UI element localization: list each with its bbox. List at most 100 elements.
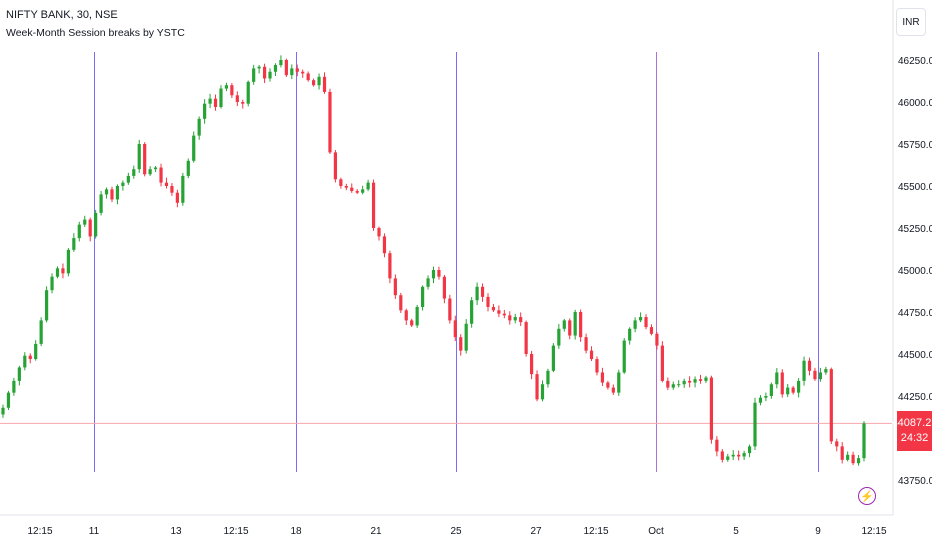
- candle-body: [344, 186, 348, 188]
- candle-body: [322, 76, 327, 92]
- time-tick-label: 12:15: [27, 526, 52, 537]
- candle-body: [491, 306, 496, 311]
- candle-body: [862, 423, 866, 459]
- candle-body: [818, 372, 823, 380]
- candle-body: [393, 278, 397, 296]
- candle-body: [644, 317, 648, 328]
- candle-body: [333, 152, 338, 180]
- price-tick-label: 43750.00: [898, 476, 932, 487]
- candle-body: [159, 167, 163, 183]
- candle-body: [791, 387, 795, 393]
- candle-body: [540, 384, 545, 400]
- candle-body: [404, 310, 408, 321]
- candle-body: [775, 372, 779, 385]
- candle-body: [121, 182, 125, 186]
- candle-body: [698, 379, 703, 381]
- candle-body: [262, 66, 267, 79]
- candle-body: [595, 359, 599, 373]
- candle-body: [192, 135, 196, 161]
- candle-body: [529, 354, 534, 375]
- candle-body: [840, 446, 844, 460]
- candle-body: [382, 236, 387, 254]
- candle-body: [753, 402, 757, 447]
- candle-body: [12, 380, 16, 393]
- candle-body: [835, 441, 839, 447]
- candle-body: [377, 228, 381, 237]
- candle-body: [731, 454, 735, 457]
- candle-body: [83, 219, 87, 225]
- time-tick-label: 21: [370, 526, 382, 537]
- candle-body: [600, 372, 605, 383]
- last-price-value: 44087.25: [891, 417, 932, 429]
- price-tick-label: 45750.00: [898, 140, 932, 151]
- candle-body: [464, 323, 468, 351]
- candle-body: [208, 98, 212, 104]
- candle-body: [758, 397, 763, 403]
- candle-body: [508, 315, 512, 321]
- candle-body: [339, 179, 343, 186]
- currency-button[interactable]: INR: [896, 8, 926, 36]
- candle-body: [709, 377, 714, 440]
- candle-body: [132, 169, 136, 176]
- price-tick-label: 44250.00: [898, 392, 932, 403]
- candle-body: [388, 253, 392, 279]
- candle-body: [306, 73, 310, 81]
- time-scale[interactable]: 12:15 11 13 12:15 18 21 25 27 12:15 Oct 5 9 12:15: [27, 526, 886, 537]
- price-tick-label: 46000.00: [898, 98, 932, 109]
- candle-body: [99, 194, 103, 213]
- candle-body: [399, 295, 403, 311]
- candle-body: [442, 276, 446, 299]
- time-tick-label: 12:15: [583, 526, 608, 537]
- candle-body: [769, 384, 773, 396]
- candle-body: [94, 212, 98, 237]
- candle-body: [535, 374, 539, 400]
- candle-body: [486, 296, 490, 307]
- candle-body: [666, 380, 670, 388]
- candle-body: [584, 337, 588, 351]
- price-tick-label: 45250.00: [898, 224, 932, 235]
- candle-body: [426, 278, 430, 287]
- indicator-title[interactable]: Week-Month Session breaks by YSTC: [6, 27, 185, 39]
- candle-body: [415, 306, 419, 326]
- candle-body: [480, 286, 485, 297]
- candle-body: [742, 453, 746, 457]
- candle-body: [622, 340, 626, 373]
- candle-body: [726, 456, 730, 460]
- candle-body: [786, 387, 790, 395]
- candle-body: [421, 286, 425, 307]
- candle-body: [273, 65, 278, 72]
- candle-body: [628, 328, 632, 341]
- candle-body: [720, 451, 724, 460]
- time-tick-label: Oct: [648, 526, 664, 537]
- candle-body: [715, 439, 719, 452]
- time-tick-label: 12:15: [223, 526, 248, 537]
- candle-body: [17, 367, 21, 381]
- candle-body: [829, 369, 833, 442]
- candle-body: [671, 384, 675, 388]
- price-tick-label: 44750.00: [898, 308, 932, 319]
- candle-body: [562, 320, 566, 329]
- lightning-icon[interactable]: ⚡: [858, 487, 876, 505]
- time-tick-label: 13: [170, 526, 182, 537]
- candle-body: [361, 189, 365, 193]
- candle-body: [747, 446, 752, 454]
- candle-body: [126, 175, 130, 183]
- candle-body: [660, 345, 664, 381]
- candle-body: [66, 249, 70, 274]
- symbol-title[interactable]: NIFTY BANK, 30, NSE: [6, 9, 118, 21]
- candle-body: [579, 312, 583, 338]
- candle-body: [366, 182, 370, 190]
- candle-body: [557, 328, 561, 346]
- candle-body: [164, 182, 169, 186]
- candle-body: [824, 369, 828, 373]
- candle-body: [497, 310, 501, 314]
- candle-body: [568, 320, 572, 336]
- candle-body: [6, 392, 11, 408]
- candle-body: [170, 186, 174, 193]
- candle-body: [88, 219, 92, 237]
- price-scale[interactable]: 46250.00 46000.00 45750.00 45500.00 45250.00…: [898, 56, 932, 487]
- candles: [1, 55, 866, 466]
- candle-body: [23, 355, 27, 368]
- price-tick-label: 44500.00: [898, 350, 932, 361]
